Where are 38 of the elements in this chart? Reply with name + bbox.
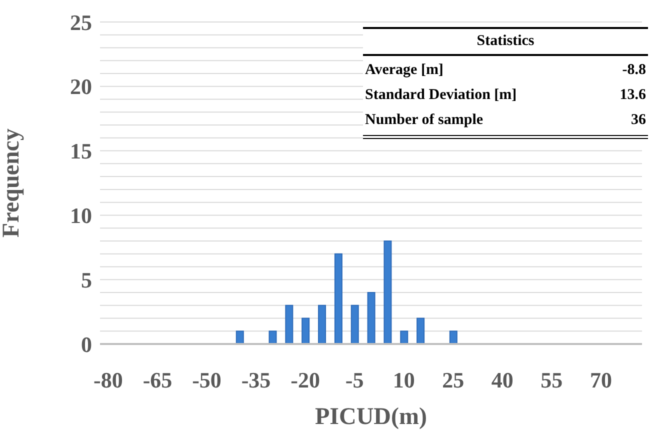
x-tick-label: -35	[241, 368, 271, 393]
annotation: 36	[631, 112, 646, 129]
annotation: Statistics	[363, 29, 648, 56]
x-axis-title: PICUD(m)	[315, 404, 427, 430]
y-tick-label: 20	[70, 74, 92, 100]
annotation: Number of sample	[365, 112, 484, 129]
x-tick-label: 25	[442, 368, 464, 393]
y-tick-label: 25	[70, 10, 92, 35]
bar	[400, 330, 408, 344]
y-tick-label: 15	[70, 138, 92, 164]
x-tick-label: 70	[590, 368, 612, 393]
x-tick-label: 40	[491, 368, 514, 393]
annotation: -8.8	[622, 62, 646, 79]
bar	[302, 318, 310, 344]
x-tick-label: 10	[392, 368, 415, 393]
bar	[350, 304, 359, 344]
annotation: Standard Deviation [m]	[365, 87, 517, 104]
bar	[367, 292, 376, 344]
x-tick-label: -20	[290, 368, 320, 393]
y-tick-label: 10	[70, 203, 92, 228]
x-tick-label: -50	[192, 368, 222, 393]
annotation: Average [m]	[365, 62, 444, 79]
y-tick-label: 5	[81, 267, 92, 292]
bar	[268, 330, 277, 344]
x-tick-label: -5	[345, 368, 364, 393]
bar	[285, 304, 294, 344]
bar	[449, 330, 458, 344]
x-tick-label: -65	[142, 368, 172, 393]
bar	[384, 240, 392, 344]
bar	[334, 253, 342, 344]
x-tick-label: -80	[94, 368, 123, 393]
y-axis-title: Frequency	[0, 128, 25, 238]
y-tick-label: 0	[81, 332, 92, 357]
bar	[318, 304, 326, 344]
bar	[416, 318, 425, 344]
bar	[236, 330, 244, 344]
x-tick-label: 55	[540, 368, 563, 393]
annotation: 13.6	[620, 87, 646, 104]
